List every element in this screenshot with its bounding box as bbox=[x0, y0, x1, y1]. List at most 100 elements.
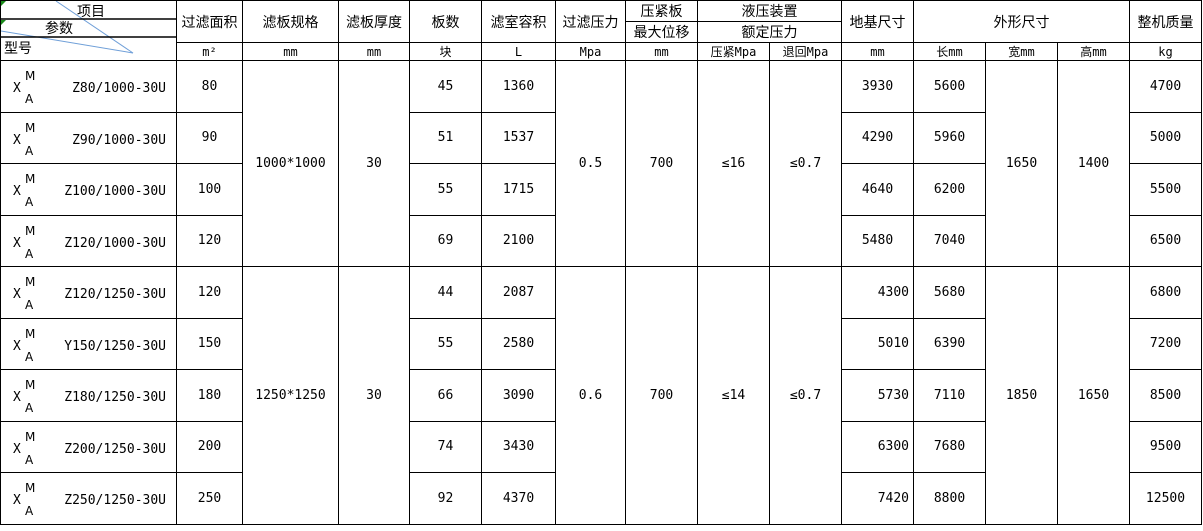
filter-area-cell[interactable]: 150 bbox=[176, 317, 243, 370]
width-cell[interactable]: 1650 bbox=[985, 60, 1058, 267]
plate-count-cell[interactable]: 45 bbox=[409, 60, 482, 113]
plate-count-cell[interactable]: 66 bbox=[409, 369, 482, 422]
foundation-size-cell[interactable]: 4640 bbox=[841, 163, 914, 216]
unit-area[interactable]: m² bbox=[176, 42, 243, 61]
filter-area-cell[interactable]: 120 bbox=[176, 266, 243, 319]
chamber-volume-cell[interactable]: 1360 bbox=[481, 60, 556, 113]
chamber-volume-cell[interactable]: 3430 bbox=[481, 420, 556, 473]
chamber-volume-cell[interactable]: 3090 bbox=[481, 369, 556, 422]
chamber-volume-cell[interactable]: 2100 bbox=[481, 214, 556, 267]
model-cell[interactable]: X M A Z250/1250-30U bbox=[0, 472, 177, 525]
chamber-volume-cell[interactable]: 2580 bbox=[481, 317, 556, 370]
unit-volume[interactable]: L bbox=[481, 42, 556, 61]
filter-area-cell[interactable]: 250 bbox=[176, 472, 243, 525]
width-cell[interactable]: 1850 bbox=[985, 266, 1058, 525]
plate-size-cell[interactable]: 1250*1250 bbox=[242, 266, 339, 525]
filter-area-cell[interactable]: 100 bbox=[176, 163, 243, 216]
header-hydraulic-device[interactable]: 液压装置 bbox=[697, 0, 842, 22]
chamber-volume-cell[interactable]: 1537 bbox=[481, 111, 556, 164]
plate-count-cell[interactable]: 55 bbox=[409, 317, 482, 370]
unit-width[interactable]: 宽mm bbox=[985, 42, 1058, 61]
header-machine-weight[interactable]: 整机质量 bbox=[1129, 0, 1202, 43]
height-cell[interactable]: 1650 bbox=[1057, 266, 1130, 525]
filter-area-cell[interactable]: 120 bbox=[176, 214, 243, 267]
model-cell[interactable]: X M A Z80/1000-30U bbox=[0, 60, 177, 113]
weight-cell[interactable]: 5500 bbox=[1129, 163, 1202, 216]
foundation-size-cell[interactable]: 7420 bbox=[841, 472, 914, 525]
foundation-size-cell[interactable]: 5480 bbox=[841, 214, 914, 267]
corner-header-cell[interactable]: 项目 参数 型号 bbox=[0, 0, 177, 61]
unit-length[interactable]: 长mm bbox=[913, 42, 986, 61]
filter-pressure-cell[interactable]: 0.5 bbox=[555, 60, 626, 267]
plate-count-cell[interactable]: 69 bbox=[409, 214, 482, 267]
weight-cell[interactable]: 6800 bbox=[1129, 266, 1202, 319]
header-press-plate[interactable]: 压紧板 bbox=[625, 0, 698, 22]
foundation-size-cell[interactable]: 5730 bbox=[841, 369, 914, 422]
model-cell[interactable]: X M A Z120/1250-30U bbox=[0, 266, 177, 319]
length-cell[interactable]: 7110 bbox=[913, 369, 986, 422]
unit-press-mpa[interactable]: 压紧Mpa bbox=[697, 42, 770, 61]
header-max-displacement[interactable]: 最大位移 bbox=[625, 21, 698, 43]
plate-count-cell[interactable]: 44 bbox=[409, 266, 482, 319]
header-foundation-size[interactable]: 地基尺寸 bbox=[841, 0, 914, 43]
model-cell[interactable]: X M A Z180/1250-30U bbox=[0, 369, 177, 422]
unit-weight[interactable]: kg bbox=[1129, 42, 1202, 61]
unit-height[interactable]: 高mm bbox=[1057, 42, 1130, 61]
plate-count-cell[interactable]: 92 bbox=[409, 472, 482, 525]
length-cell[interactable]: 5680 bbox=[913, 266, 986, 319]
chamber-volume-cell[interactable]: 2087 bbox=[481, 266, 556, 319]
unit-foundation[interactable]: mm bbox=[841, 42, 914, 61]
plate-count-cell[interactable]: 51 bbox=[409, 111, 482, 164]
filter-pressure-cell[interactable]: 0.6 bbox=[555, 266, 626, 525]
header-filter-pressure[interactable]: 过滤压力 bbox=[555, 0, 626, 43]
filter-area-cell[interactable]: 90 bbox=[176, 111, 243, 164]
max-displacement-cell[interactable]: 700 bbox=[625, 60, 698, 267]
length-cell[interactable]: 6390 bbox=[913, 317, 986, 370]
header-plate-size[interactable]: 滤板规格 bbox=[242, 0, 339, 43]
press-mpa-cell[interactable]: ≤16 bbox=[697, 60, 770, 267]
model-cell[interactable]: X M A Y150/1250-30U bbox=[0, 317, 177, 370]
plate-count-cell[interactable]: 55 bbox=[409, 163, 482, 216]
weight-cell[interactable]: 4700 bbox=[1129, 60, 1202, 113]
header-rated-pressure[interactable]: 额定压力 bbox=[697, 21, 842, 43]
plate-count-cell[interactable]: 74 bbox=[409, 420, 482, 473]
length-cell[interactable]: 7680 bbox=[913, 420, 986, 473]
header-chamber-volume[interactable]: 滤室容积 bbox=[481, 0, 556, 43]
length-cell[interactable]: 7040 bbox=[913, 214, 986, 267]
length-cell[interactable]: 6200 bbox=[913, 163, 986, 216]
foundation-size-cell[interactable]: 6300 bbox=[841, 420, 914, 473]
filter-area-cell[interactable]: 80 bbox=[176, 60, 243, 113]
model-cell[interactable]: X M A Z120/1000-30U bbox=[0, 214, 177, 267]
foundation-size-cell[interactable]: 4300 bbox=[841, 266, 914, 319]
model-cell[interactable]: X M A Z200/1250-30U bbox=[0, 420, 177, 473]
weight-cell[interactable]: 7200 bbox=[1129, 317, 1202, 370]
length-cell[interactable]: 8800 bbox=[913, 472, 986, 525]
unit-return-mpa[interactable]: 退回Mpa bbox=[769, 42, 842, 61]
max-displacement-cell[interactable]: 700 bbox=[625, 266, 698, 525]
weight-cell[interactable]: 5000 bbox=[1129, 111, 1202, 164]
unit-pressure[interactable]: Mpa bbox=[555, 42, 626, 61]
length-cell[interactable]: 5600 bbox=[913, 60, 986, 113]
plate-size-cell[interactable]: 1000*1000 bbox=[242, 60, 339, 267]
height-cell[interactable]: 1400 bbox=[1057, 60, 1130, 267]
weight-cell[interactable]: 8500 bbox=[1129, 369, 1202, 422]
plate-thickness-cell[interactable]: 30 bbox=[338, 266, 410, 525]
weight-cell[interactable]: 12500 bbox=[1129, 472, 1202, 525]
unit-thickness[interactable]: mm bbox=[338, 42, 410, 61]
model-cell[interactable]: X M A Z90/1000-30U bbox=[0, 111, 177, 164]
filter-area-cell[interactable]: 180 bbox=[176, 369, 243, 422]
foundation-size-cell[interactable]: 3930 bbox=[841, 60, 914, 113]
press-mpa-cell[interactable]: ≤14 bbox=[697, 266, 770, 525]
weight-cell[interactable]: 6500 bbox=[1129, 214, 1202, 267]
header-plate-thickness[interactable]: 滤板厚度 bbox=[338, 0, 410, 43]
return-mpa-cell[interactable]: ≤0.7 bbox=[769, 60, 842, 267]
chamber-volume-cell[interactable]: 1715 bbox=[481, 163, 556, 216]
unit-plate-size[interactable]: mm bbox=[242, 42, 339, 61]
unit-plate-count[interactable]: 块 bbox=[409, 42, 482, 61]
return-mpa-cell[interactable]: ≤0.7 bbox=[769, 266, 842, 525]
foundation-size-cell[interactable]: 4290 bbox=[841, 111, 914, 164]
weight-cell[interactable]: 9500 bbox=[1129, 420, 1202, 473]
plate-thickness-cell[interactable]: 30 bbox=[338, 60, 410, 267]
unit-displacement[interactable]: mm bbox=[625, 42, 698, 61]
foundation-size-cell[interactable]: 5010 bbox=[841, 317, 914, 370]
